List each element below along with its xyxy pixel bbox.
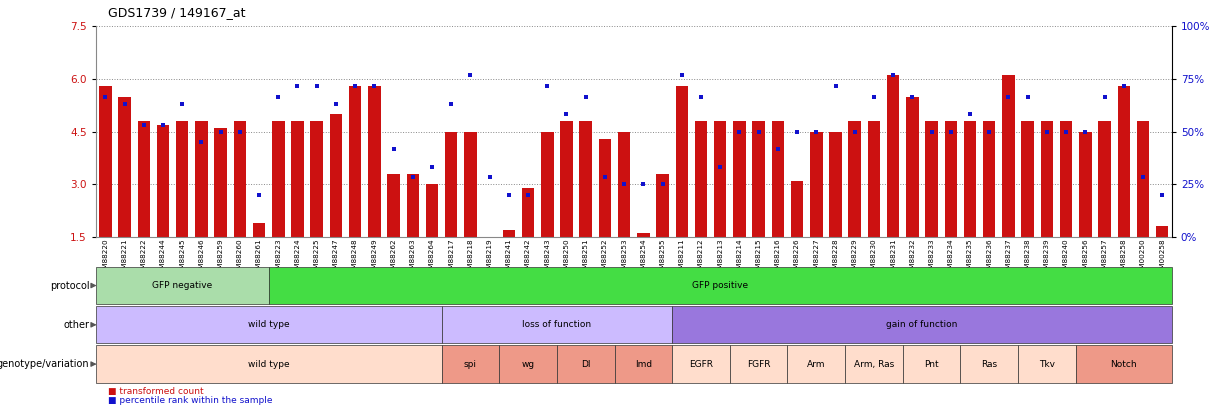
Bar [253,223,265,237]
Bar [272,121,285,237]
Bar [925,121,937,237]
Bar [310,121,323,237]
Text: Notch: Notch [1110,360,1137,369]
Bar [849,121,861,237]
Bar [175,121,189,237]
Bar [906,96,919,237]
Bar [656,174,669,237]
Text: genotype/variation: genotype/variation [0,359,90,369]
Bar [464,132,476,237]
Bar [233,121,247,237]
Bar [406,174,418,237]
Bar [561,121,573,237]
Text: gain of function: gain of function [886,320,957,329]
Text: ■ transformed count: ■ transformed count [108,387,204,396]
Bar [1002,75,1015,237]
Bar [637,233,649,237]
Bar [1136,121,1150,237]
Bar [99,86,112,237]
Bar [137,121,150,237]
Text: wg: wg [521,360,535,369]
Text: Dl: Dl [580,360,590,369]
Bar [348,86,362,237]
Text: loss of function: loss of function [523,320,591,329]
Text: Arm: Arm [807,360,826,369]
Text: spi: spi [464,360,477,369]
Bar [1079,132,1092,237]
Bar [1021,121,1034,237]
Bar [579,121,591,237]
Bar [426,184,438,237]
Bar [1118,86,1130,237]
Text: Pnt: Pnt [924,360,939,369]
Bar [791,181,804,237]
Bar [195,121,207,237]
Bar [714,121,726,237]
Text: GFP negative: GFP negative [152,281,212,290]
Text: ■ percentile rank within the sample: ■ percentile rank within the sample [108,396,272,405]
Bar [810,132,822,237]
Bar [734,121,746,237]
Bar [829,132,842,237]
Bar [694,121,707,237]
Bar [215,128,227,237]
Bar [945,121,957,237]
Bar [676,86,688,237]
Bar [618,132,631,237]
Bar [772,121,784,237]
Bar [752,121,764,237]
Bar [330,114,342,237]
Bar [157,125,169,237]
Text: wild type: wild type [248,360,290,369]
Bar [521,188,534,237]
Text: protocol: protocol [50,281,90,290]
Bar [963,121,977,237]
Text: GDS1739 / 149167_at: GDS1739 / 149167_at [108,6,245,19]
Text: wild type: wild type [248,320,290,329]
Text: other: other [64,320,90,330]
Text: FGFR: FGFR [747,360,771,369]
Text: GFP positive: GFP positive [692,281,748,290]
Bar [541,132,553,237]
Bar [1156,226,1168,237]
Bar [503,230,515,237]
Text: EGFR: EGFR [690,360,713,369]
Bar [887,75,899,237]
Bar [1060,121,1072,237]
Bar [983,121,995,237]
Bar [445,132,458,237]
Bar [599,139,611,237]
Bar [1040,121,1053,237]
Text: Tkv: Tkv [1039,360,1055,369]
Bar [867,121,880,237]
Text: Arm, Ras: Arm, Ras [854,360,894,369]
Bar [1098,121,1110,237]
Text: Ras: Ras [982,360,998,369]
Bar [388,174,400,237]
Bar [368,86,380,237]
Bar [118,96,131,237]
Bar [291,121,304,237]
Text: Imd: Imd [634,360,652,369]
